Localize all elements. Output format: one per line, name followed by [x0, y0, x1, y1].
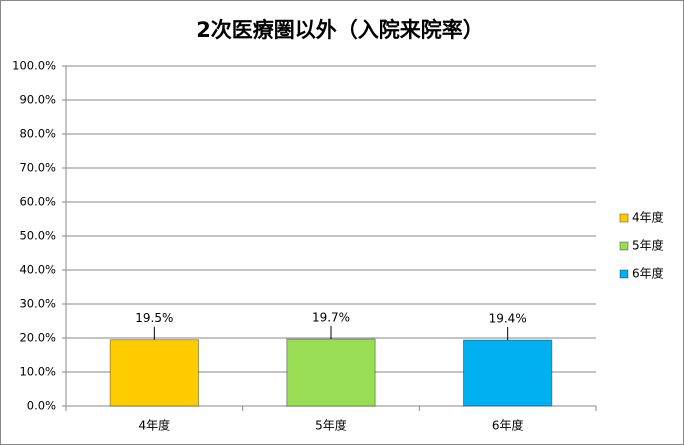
bar [286, 338, 376, 407]
y-tick-label: 30.0% [19, 297, 56, 311]
chart-title: 2次医療圏以外（入院来院率） [196, 18, 484, 42]
legend-label: 4年度 [632, 210, 664, 225]
legend-swatch [619, 269, 629, 279]
legend-label: 5年度 [632, 238, 664, 253]
y-tick-label: 40.0% [19, 263, 56, 277]
y-tick-label: 100.0% [12, 59, 56, 73]
bar [463, 339, 553, 407]
y-tick-label: 10.0% [19, 365, 56, 379]
data-label: 19.7% [312, 311, 350, 325]
y-tick-label: 50.0% [19, 229, 56, 243]
bar [109, 339, 199, 407]
x-tick-label: 6年度 [492, 418, 524, 433]
x-tick-label: 4年度 [139, 418, 171, 433]
y-tick-label: 70.0% [19, 161, 56, 175]
legend-swatch [619, 241, 629, 251]
y-tick-label: 90.0% [19, 93, 56, 107]
data-label: 19.4% [489, 312, 527, 326]
y-tick-label: 0.0% [27, 399, 56, 413]
data-label: 19.5% [135, 311, 173, 325]
x-tick-label: 5年度 [315, 418, 347, 433]
y-tick-label: 20.0% [19, 331, 56, 345]
y-tick-label: 60.0% [19, 195, 56, 209]
y-tick-label: 80.0% [19, 127, 56, 141]
legend-label: 6年度 [632, 266, 664, 281]
legend-swatch [619, 213, 629, 223]
